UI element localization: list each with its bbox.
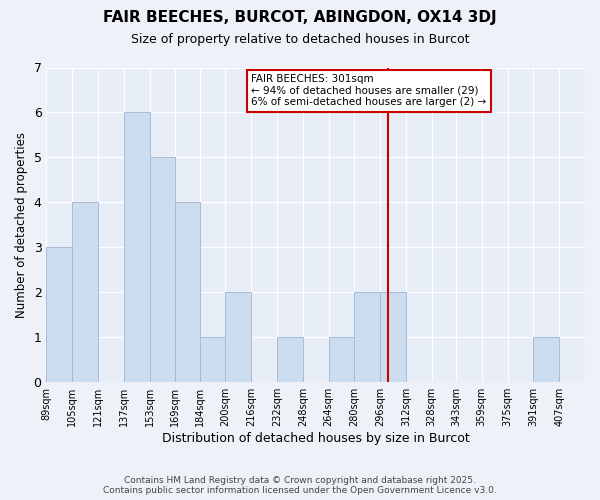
Text: FAIR BEECHES, BURCOT, ABINGDON, OX14 3DJ: FAIR BEECHES, BURCOT, ABINGDON, OX14 3DJ [103,10,497,25]
X-axis label: Distribution of detached houses by size in Burcot: Distribution of detached houses by size … [162,432,470,445]
Bar [380,292,406,382]
Y-axis label: Number of detached properties: Number of detached properties [15,132,28,318]
Bar [175,202,200,382]
Bar [355,292,380,382]
Text: Size of property relative to detached houses in Burcot: Size of property relative to detached ho… [131,32,469,46]
Text: Contains HM Land Registry data © Crown copyright and database right 2025.
Contai: Contains HM Land Registry data © Crown c… [103,476,497,495]
Bar [72,202,98,382]
Bar [149,158,175,382]
Bar [533,337,559,382]
Bar [200,337,226,382]
Bar [226,292,251,382]
Bar [329,337,355,382]
Bar [46,248,72,382]
Text: FAIR BEECHES: 301sqm
← 94% of detached houses are smaller (29)
6% of semi-detach: FAIR BEECHES: 301sqm ← 94% of detached h… [251,74,487,108]
Bar [277,337,303,382]
Bar [124,112,149,382]
